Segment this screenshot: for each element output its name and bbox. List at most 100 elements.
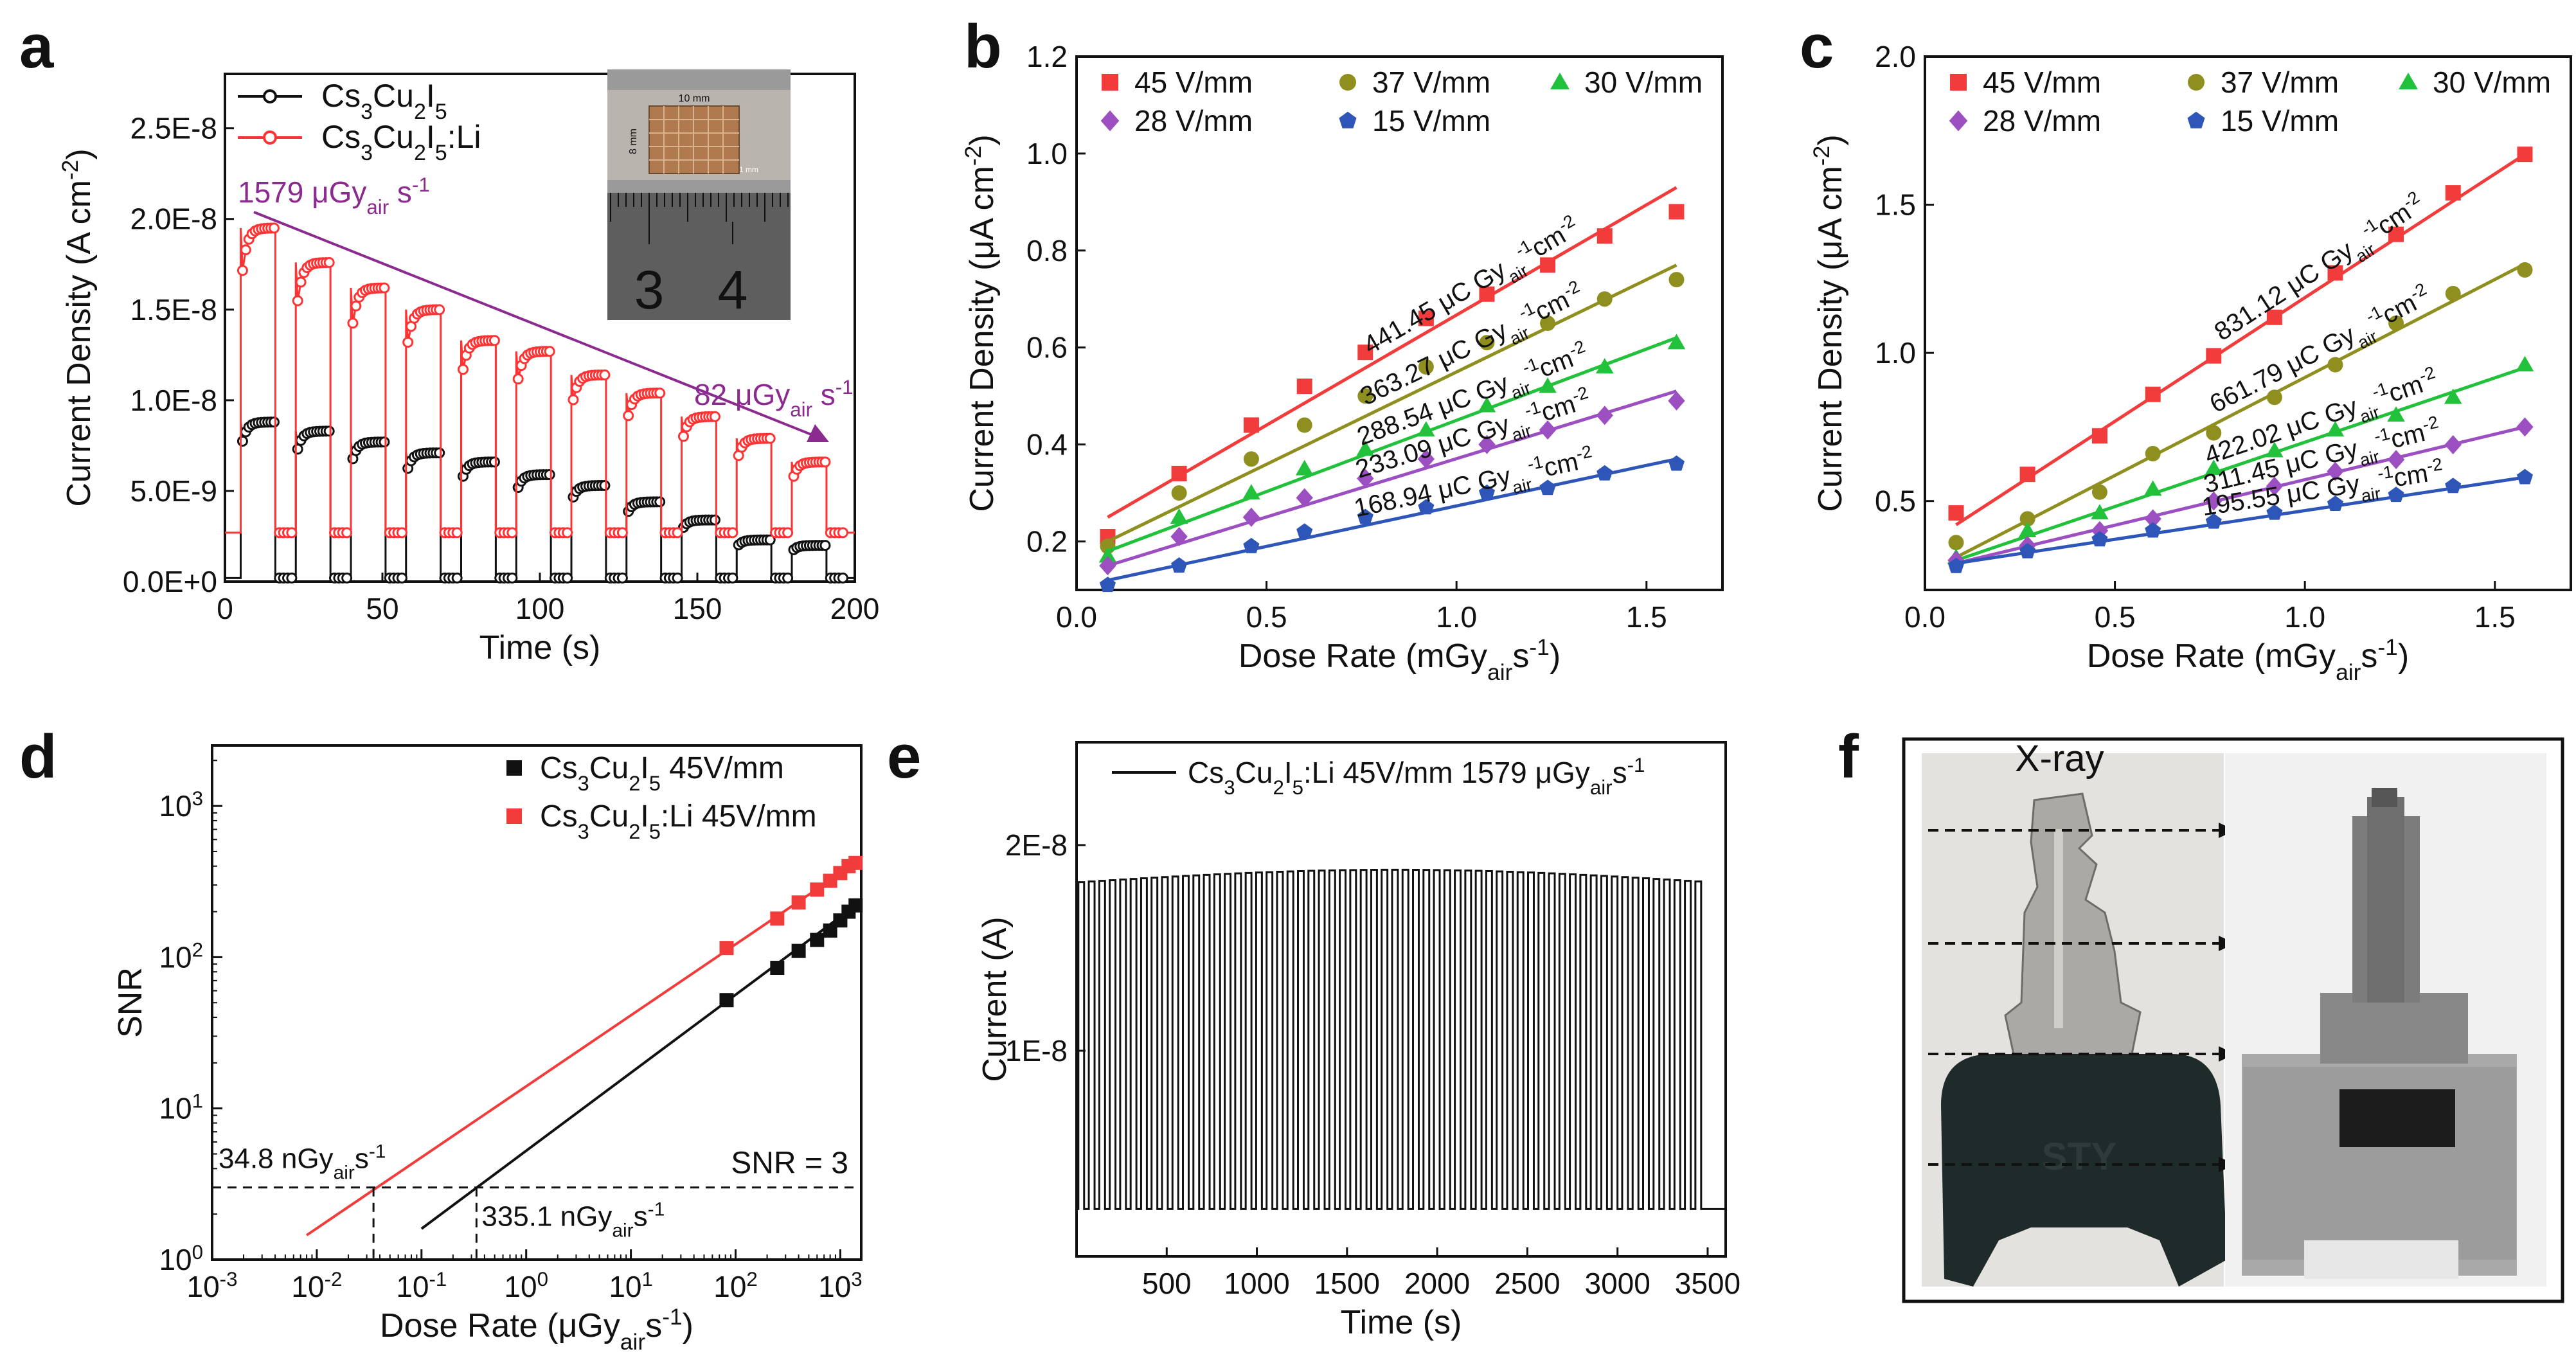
data-point: [347, 317, 359, 329]
data-point: [1171, 465, 1187, 481]
lod-pure-label-part: s: [634, 1201, 648, 1233]
data-point: [1357, 388, 1373, 404]
data-point: [1418, 310, 1434, 326]
legend-label-part: Cs: [1188, 756, 1224, 789]
data-point: [1243, 417, 1259, 433]
legend-label-part: 2: [414, 100, 426, 124]
x-tick-label: 0.0: [1056, 600, 1097, 634]
data-point: [1099, 576, 1116, 593]
data-point: [2091, 484, 2107, 500]
y-tick-label: 0.4: [1026, 428, 1068, 461]
data-point: [341, 527, 353, 539]
fit-line-4: [1956, 476, 2525, 565]
legend-marker: [1339, 111, 1357, 129]
x-tick-label: 0.5: [2095, 600, 2136, 634]
fit-line-2: [1107, 336, 1677, 553]
data-point: [1540, 316, 1556, 331]
data-point: [2516, 417, 2534, 437]
x-tick-label: 150: [673, 592, 722, 625]
legend-label-part: Cu: [589, 751, 629, 785]
data-point: [837, 572, 848, 584]
x-axis-label: Dose Rate (mGyairs-1): [1239, 635, 1561, 685]
data-point: [1478, 484, 1496, 500]
y-tick-label: 2E-8: [1005, 828, 1068, 862]
data-point: [2517, 147, 2533, 163]
x-tick-label-part: 10: [291, 1270, 324, 1303]
lod-li-label-part: 34.8 nGy: [219, 1143, 334, 1175]
y-axis-label-part: -2: [58, 160, 83, 180]
lod-li-label-part: -1: [369, 1141, 386, 1162]
data-point: [2019, 542, 2036, 558]
lod-pure-label: 335.1 nGyairs-1: [481, 1199, 665, 1241]
data-point: [2266, 442, 2284, 458]
y-tick-label: 1.0: [1875, 336, 1916, 370]
data-point: [1478, 397, 1496, 413]
data-point: [672, 572, 683, 584]
y-tick-label: 0.0E+0: [123, 565, 217, 598]
lod-pure-label-part: -1: [648, 1199, 665, 1220]
data-point: [1948, 535, 1964, 551]
data-point: [2327, 265, 2343, 281]
key-blade: [2004, 792, 2142, 1062]
annotation-end-part: air: [790, 398, 812, 421]
x-axis-label-part: Dose Rate (μGy: [380, 1307, 620, 1344]
data-point: [2091, 531, 2108, 547]
y-axis-label-part: ): [1812, 134, 1849, 145]
y-tick-label-part: 1: [192, 1089, 203, 1112]
legend-label-part: 3: [361, 141, 373, 165]
data-point: [2205, 513, 2222, 529]
legend-label-part: air: [1590, 776, 1613, 799]
x-axis-label-part: Dose Rate (mGy: [2087, 638, 2336, 675]
x-tick-label-part: 2: [746, 1268, 757, 1290]
x-tick-label: 101: [609, 1268, 653, 1304]
data-point: [341, 572, 353, 584]
data-point: [616, 527, 628, 539]
x-axis-label: Time (s): [479, 629, 601, 666]
legend-label-part: 2: [1273, 776, 1284, 799]
data-point: [457, 364, 469, 375]
data-point: [1595, 358, 1614, 374]
data-point: [434, 447, 445, 459]
legend-marker: [1949, 110, 1968, 132]
data-point: [2266, 504, 2283, 520]
data-point: [1540, 257, 1556, 273]
y-tick-label: 1.0E-8: [130, 384, 217, 417]
y-tick-label: 0.5: [1875, 485, 1916, 518]
legend-marker: [1102, 74, 1118, 91]
y-tick-label: 1.0: [1026, 137, 1068, 170]
data-point: [782, 572, 794, 584]
panel-a: a 0 50 100 150 200 0.0E+0 5.0E-9 1.0E-8 1.5E-8 2.0…: [19, 12, 879, 666]
data-point: [488, 335, 500, 346]
data-point: [2327, 357, 2343, 373]
data-point: [1948, 505, 1964, 521]
data-point: [2144, 509, 2161, 529]
legend-marker: [2399, 73, 2418, 90]
xray-key-shoulder: [2320, 993, 2468, 1064]
legend-marker: [1100, 110, 1120, 132]
data-point: [1242, 484, 1260, 500]
data-point: [1539, 479, 1556, 495]
data-point: [1667, 334, 1686, 350]
panel-b-frame: [1075, 55, 1724, 591]
data-point: [2444, 388, 2462, 404]
data-point: [2445, 477, 2462, 494]
data-point: [709, 514, 720, 526]
data-point: [1098, 547, 1117, 563]
data-point: [654, 496, 666, 508]
annotation-start: 1579 μGyair s-1: [238, 174, 430, 219]
y-tick-label-part: 10: [159, 789, 192, 823]
data-point: [1418, 499, 1435, 515]
data-point: [237, 436, 248, 447]
data-point: [295, 276, 307, 288]
legend-label-part: 5: [435, 141, 447, 165]
data-point: [2327, 495, 2344, 511]
data-point: [512, 373, 524, 385]
x-axis-label-part: ): [2398, 638, 2409, 675]
legend-marker: [506, 760, 522, 776]
data-point: [451, 572, 463, 584]
legend-label: 37 V/mm: [1372, 66, 1490, 99]
y-tick-label-part: 10: [159, 1243, 192, 1276]
x-tick-label: 1000: [1224, 1267, 1289, 1300]
panel-e: e 500 1000 1500 2000 2500 3000 3500 1E-8 2E-8 Time…: [887, 722, 1740, 1341]
lod-li-label-part: air: [334, 1162, 355, 1183]
